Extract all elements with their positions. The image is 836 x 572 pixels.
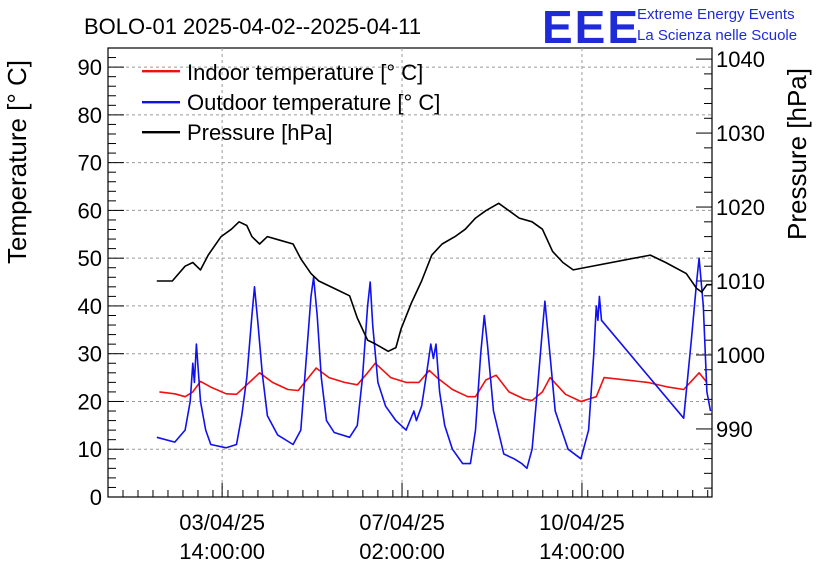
y2-axis-title: Pressure [hPa] bbox=[782, 68, 812, 240]
y-axis-title: Temperature [° C] bbox=[2, 60, 32, 264]
y-tick-label: 80 bbox=[78, 103, 102, 128]
y-tick-label: 20 bbox=[78, 389, 102, 414]
x-tick-label-date: 07/04/25 bbox=[359, 510, 445, 535]
legend-swatch-pressure bbox=[142, 131, 180, 134]
brand-line-2: La Scienza nelle Scuole bbox=[637, 27, 797, 44]
y-tick-label: 70 bbox=[78, 151, 102, 176]
plot-frame bbox=[107, 47, 713, 498]
eee-logo: EEE bbox=[542, 1, 640, 53]
legend-label-pressure: Pressure [hPa] bbox=[187, 120, 333, 145]
grid bbox=[108, 48, 712, 497]
x-tick-label-time: 14:00:00 bbox=[539, 539, 625, 564]
x-tick-label-time: 14:00:00 bbox=[179, 539, 265, 564]
legend-label-indoor: Indoor temperature [° C] bbox=[187, 60, 423, 85]
y-tick-label: 30 bbox=[78, 342, 102, 367]
chart-title: BOLO-01 2025-04-02--2025-04-11 bbox=[84, 14, 421, 39]
legend-swatch-outdoor bbox=[142, 101, 180, 104]
y2-tick-label: 990 bbox=[716, 417, 753, 442]
y-tick-label: 50 bbox=[78, 246, 102, 271]
y-tick-label: 10 bbox=[78, 437, 102, 462]
series-line-pressure bbox=[156, 202, 712, 353]
brand-line-1: Extreme Energy Events bbox=[637, 6, 795, 23]
y-tick-label: 60 bbox=[78, 198, 102, 223]
x-tick-label-date: 10/04/25 bbox=[539, 510, 625, 535]
y2-tick-label: 1010 bbox=[716, 269, 765, 294]
axis-ticks: 0102030405060708090990100010101020103010… bbox=[78, 47, 765, 564]
y2-tick-label: 1020 bbox=[716, 195, 765, 220]
legend: Indoor temperature [° C] Outdoor tempera… bbox=[142, 60, 440, 145]
y2-tick-label: 1000 bbox=[716, 343, 765, 368]
y-tick-label: 90 bbox=[78, 55, 102, 80]
series-line-indoor bbox=[159, 362, 708, 403]
y2-tick-label: 1030 bbox=[716, 121, 765, 146]
y-tick-label: 40 bbox=[78, 294, 102, 319]
y-tick-label: 0 bbox=[90, 485, 102, 510]
legend-label-outdoor: Outdoor temperature [° C] bbox=[187, 90, 440, 115]
series bbox=[156, 202, 712, 470]
series-line-outdoor bbox=[156, 257, 712, 470]
y2-tick-label: 1040 bbox=[716, 47, 765, 72]
x-tick-label-time: 02:00:00 bbox=[359, 539, 445, 564]
x-tick-label-date: 03/04/25 bbox=[179, 510, 265, 535]
legend-swatch-indoor bbox=[142, 70, 180, 73]
